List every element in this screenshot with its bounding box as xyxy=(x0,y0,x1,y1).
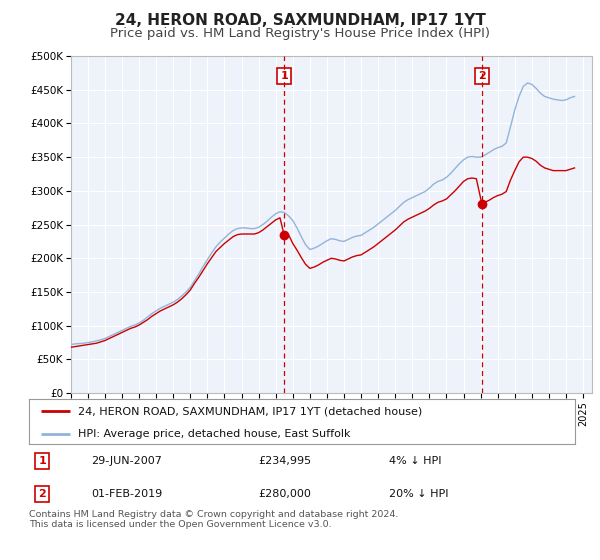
Text: 24, HERON ROAD, SAXMUNDHAM, IP17 1YT: 24, HERON ROAD, SAXMUNDHAM, IP17 1YT xyxy=(115,13,485,29)
Text: 20% ↓ HPI: 20% ↓ HPI xyxy=(389,489,449,499)
Text: 2: 2 xyxy=(478,71,486,81)
Text: 24, HERON ROAD, SAXMUNDHAM, IP17 1YT (detached house): 24, HERON ROAD, SAXMUNDHAM, IP17 1YT (de… xyxy=(78,407,422,417)
Text: 01-FEB-2019: 01-FEB-2019 xyxy=(92,489,163,499)
Text: Contains HM Land Registry data © Crown copyright and database right 2024.
This d: Contains HM Land Registry data © Crown c… xyxy=(29,510,398,529)
Text: Price paid vs. HM Land Registry's House Price Index (HPI): Price paid vs. HM Land Registry's House … xyxy=(110,27,490,40)
Text: £280,000: £280,000 xyxy=(258,489,311,499)
Text: 29-JUN-2007: 29-JUN-2007 xyxy=(92,456,163,466)
Text: 4% ↓ HPI: 4% ↓ HPI xyxy=(389,456,442,466)
Text: HPI: Average price, detached house, East Suffolk: HPI: Average price, detached house, East… xyxy=(78,429,350,439)
Text: £234,995: £234,995 xyxy=(258,456,311,466)
Text: 2: 2 xyxy=(38,489,46,499)
Text: 1: 1 xyxy=(280,71,288,81)
Text: 1: 1 xyxy=(38,456,46,466)
